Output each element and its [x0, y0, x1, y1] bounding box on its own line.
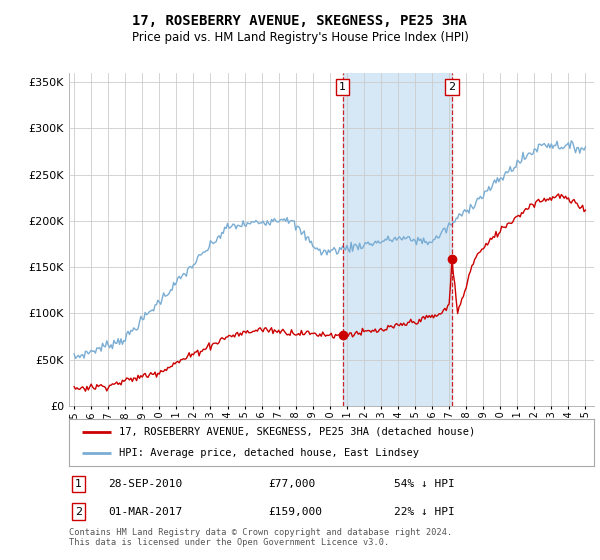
- Text: £77,000: £77,000: [269, 479, 316, 489]
- Text: Price paid vs. HM Land Registry's House Price Index (HPI): Price paid vs. HM Land Registry's House …: [131, 31, 469, 44]
- Text: Contains HM Land Registry data © Crown copyright and database right 2024.
This d: Contains HM Land Registry data © Crown c…: [69, 528, 452, 548]
- Text: 17, ROSEBERRY AVENUE, SKEGNESS, PE25 3HA (detached house): 17, ROSEBERRY AVENUE, SKEGNESS, PE25 3HA…: [119, 427, 475, 437]
- Text: 1: 1: [339, 82, 346, 92]
- Text: 17, ROSEBERRY AVENUE, SKEGNESS, PE25 3HA: 17, ROSEBERRY AVENUE, SKEGNESS, PE25 3HA: [133, 14, 467, 28]
- Text: 01-MAR-2017: 01-MAR-2017: [109, 507, 182, 516]
- Text: 54% ↓ HPI: 54% ↓ HPI: [395, 479, 455, 489]
- Text: 1: 1: [75, 479, 82, 489]
- Text: 2: 2: [448, 82, 455, 92]
- Text: HPI: Average price, detached house, East Lindsey: HPI: Average price, detached house, East…: [119, 449, 419, 459]
- Text: £159,000: £159,000: [269, 507, 323, 516]
- Text: 28-SEP-2010: 28-SEP-2010: [109, 479, 182, 489]
- Bar: [343, 73, 452, 406]
- Text: 2: 2: [75, 507, 82, 516]
- Text: 22% ↓ HPI: 22% ↓ HPI: [395, 507, 455, 516]
